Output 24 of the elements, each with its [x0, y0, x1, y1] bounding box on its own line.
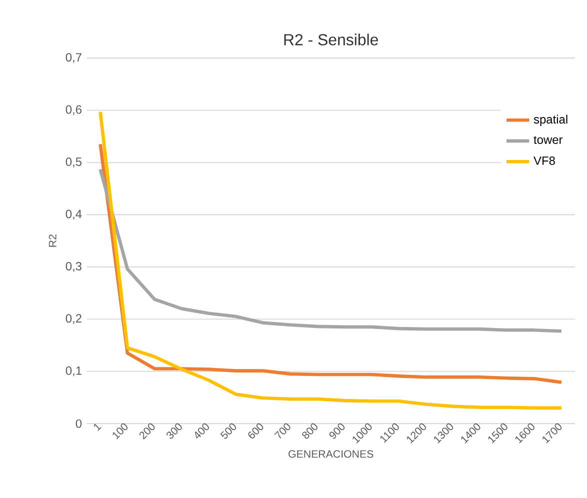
x-tick-label: 900 [329, 423, 345, 439]
y-tick-label: 0,3 [66, 262, 82, 272]
x-axis-title: GENERACIONES [288, 450, 374, 458]
y-tick-label: 0,6 [66, 105, 82, 116]
y-tick-label: 0 [76, 419, 82, 428]
x-tick-label: 300 [166, 423, 182, 439]
y-tick-label: 0,1 [66, 366, 82, 376]
x-tick-label: 800 [302, 423, 318, 439]
x-tick-label: 400 [195, 423, 209, 438]
legend-label: spatial [534, 114, 568, 126]
y-tick-label: 0,7 [66, 52, 82, 63]
x-tick-label: 600 [248, 423, 264, 438]
y-tick-label: 0,5 [66, 157, 82, 168]
chart-title: R2 - Sensible [284, 34, 378, 46]
x-tick-label: 500 [220, 423, 236, 439]
y-tick-label: 0,4 [66, 210, 82, 220]
x-tick-label: 200 [140, 423, 155, 440]
y-axis-title: R2 [48, 234, 56, 247]
x-tick-label: 700 [274, 423, 290, 438]
legend-label: VF8 [534, 156, 555, 165]
x-tick-label: 100 [112, 423, 128, 440]
y-tick-label: 0,2 [66, 314, 82, 324]
x-tick-label: 1 [94, 424, 102, 431]
legend-label: tower [534, 136, 563, 144]
